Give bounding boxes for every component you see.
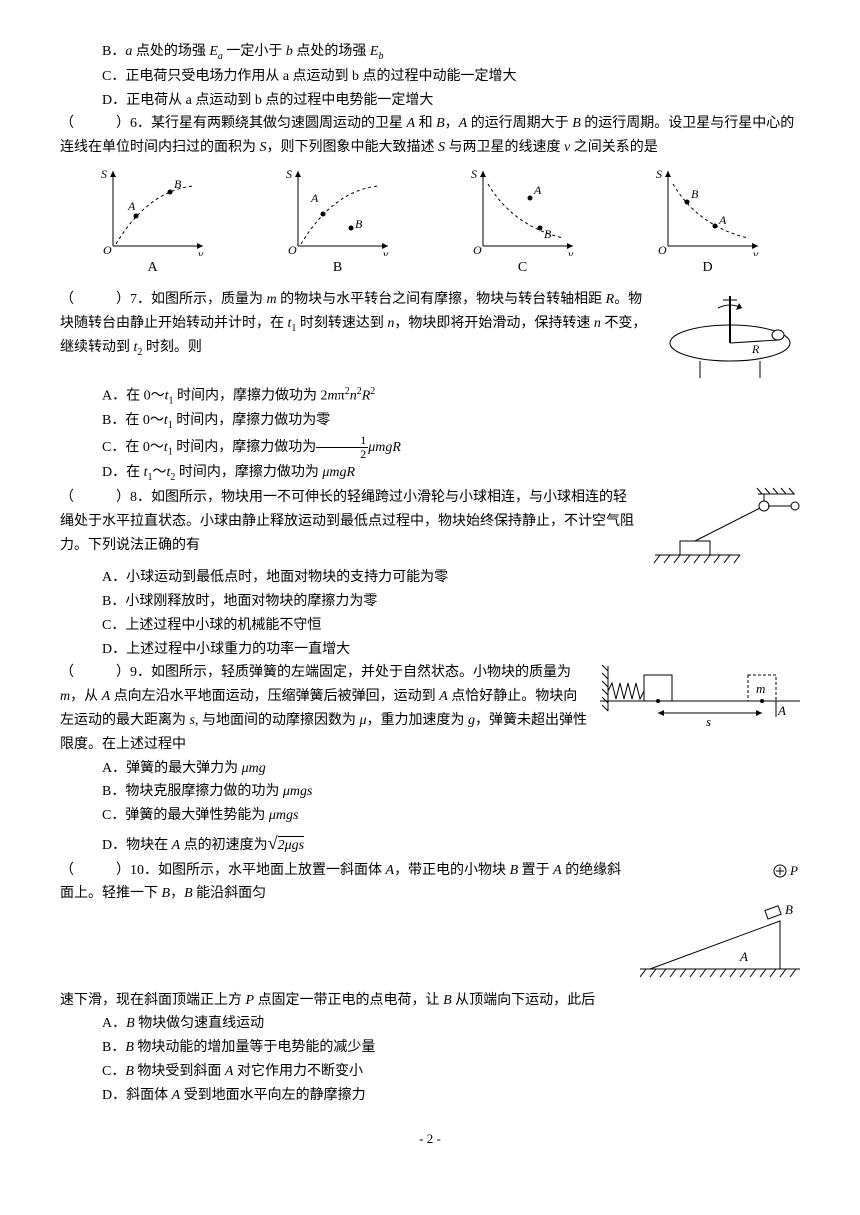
svg-text:S: S <box>286 167 292 181</box>
q8-figure <box>650 486 800 566</box>
q10-stem-part1: （ ）10．如图所示，水平地面上放置一斜面体 A，带正电的小物块 B 置于 A … <box>60 859 630 907</box>
q5-optD: D．正电荷从 a 点运动到 b 点的过程中电势能一定增大 <box>60 89 800 113</box>
q9-optC: C．弹簧的最大弹性势能为 μmgs <box>60 804 800 828</box>
q10-stem-part2: 速下滑，现在斜面顶端正上方 P 点固定一带正电的点电荷，让 B 从顶端向下运动，… <box>60 989 800 1013</box>
q9-optB: B．物块克服摩擦力做的功为 μmgs <box>60 780 800 804</box>
page-number: - 2 - <box>60 1128 800 1150</box>
q6-label-C: C <box>468 256 578 280</box>
q7-optD: D．在 t1～t2 时间内，摩擦力做功为 μmgR <box>60 461 800 486</box>
svg-text:A: A <box>777 703 786 718</box>
q6-label-B: B <box>283 256 393 280</box>
q9-stem: （ ）9．如图所示，轻质弹簧的左端固定，并处于自然状态。小物块的质量为 m，从 … <box>60 661 590 756</box>
svg-text:R: R <box>751 342 760 356</box>
q6-chart-A: O v S A B A <box>98 166 208 280</box>
svg-text:v: v <box>383 247 389 256</box>
svg-text:v: v <box>198 247 204 256</box>
q6-charts: O v S A B A O v S A B B <box>60 166 800 280</box>
svg-text:P: P <box>789 863 798 878</box>
svg-text:S: S <box>471 167 477 181</box>
svg-text:B: B <box>174 177 182 191</box>
q8-optC: C．上述过程中小球的机械能不守恒 <box>60 614 800 638</box>
svg-text:v: v <box>568 247 574 256</box>
q10-figure: P A B <box>640 859 800 989</box>
q7-optC: C．在 0～t1 时间内，摩擦力做功为12μmgR <box>60 434 800 461</box>
q10-optB: B．B 物块动能的增加量等于电势能的减少量 <box>60 1036 800 1060</box>
q8-stem: （ ）8．如图所示，物块用一不可伸长的轻绳跨过小滑轮与小球相连，与小球相连的轻绳… <box>60 486 640 557</box>
q5-optB: B．a 点处的场强 Ea 一定小于 b 点处的场强 Eb <box>60 40 800 65</box>
q9-figure: m s A <box>600 661 800 731</box>
svg-text:A: A <box>739 949 748 964</box>
q10-optC: C．B 物块受到斜面 A 对它作用力不断变小 <box>60 1060 800 1084</box>
svg-text:v: v <box>753 247 759 256</box>
svg-text:B: B <box>544 227 552 241</box>
svg-text:m: m <box>756 681 765 696</box>
svg-text:A: A <box>718 213 727 227</box>
svg-text:A: A <box>533 183 542 197</box>
svg-text:O: O <box>288 243 297 256</box>
q7-optB: B．在 0～t1 时间内，摩擦力做功为零 <box>60 409 800 434</box>
svg-text:B: B <box>785 902 793 917</box>
q7-optA: A．在 0～t1 时间内，摩擦力做功为 2mπ2n2R2 <box>60 383 800 409</box>
q7-stem: （ ）7．如图所示，质量为 m 的物块与水平转台之间有摩擦，物块与转台转轴相距 … <box>60 288 650 361</box>
q6-chart-C: O v S A B C <box>468 166 578 280</box>
svg-text:B: B <box>355 217 363 231</box>
svg-text:B: B <box>691 187 699 201</box>
q6-chart-B: O v S A B B <box>283 166 393 280</box>
svg-text:s: s <box>706 714 711 729</box>
q7-figure: R <box>660 288 800 383</box>
svg-text:S: S <box>656 167 662 181</box>
q9-optD: D．物块在 A 点的初速度为√2μgs <box>60 828 800 859</box>
svg-text:O: O <box>658 243 667 256</box>
q8-optA: A．小球运动到最低点时，地面对物块的支持力可能为零 <box>60 566 800 590</box>
q10-optD: D．斜面体 A 受到地面水平向左的静摩擦力 <box>60 1084 800 1108</box>
q9-optA: A．弹簧的最大弹力为 μmg <box>60 757 800 781</box>
q6-label-D: D <box>653 256 763 280</box>
svg-text:O: O <box>103 243 112 256</box>
svg-text:A: A <box>310 191 319 205</box>
q6-label-A: A <box>98 256 208 280</box>
q6-chart-D: O v S B A D <box>653 166 763 280</box>
q10-optA: A．B 物块做匀速直线运动 <box>60 1012 800 1036</box>
svg-text:S: S <box>101 167 107 181</box>
q5-optC: C．正电荷只受电场力作用从 a 点运动到 b 点的过程中动能一定增大 <box>60 65 800 89</box>
q8-optB: B．小球刚释放时，地面对物块的摩擦力为零 <box>60 590 800 614</box>
q6-stem: （ ）6．某行星有两颗绕其做匀速圆周运动的卫星 A 和 B，A 的运行周期大于 … <box>60 112 800 160</box>
svg-text:O: O <box>473 243 482 256</box>
q8-optD: D．上述过程中小球重力的功率一直增大 <box>60 638 800 662</box>
svg-text:A: A <box>127 199 136 213</box>
